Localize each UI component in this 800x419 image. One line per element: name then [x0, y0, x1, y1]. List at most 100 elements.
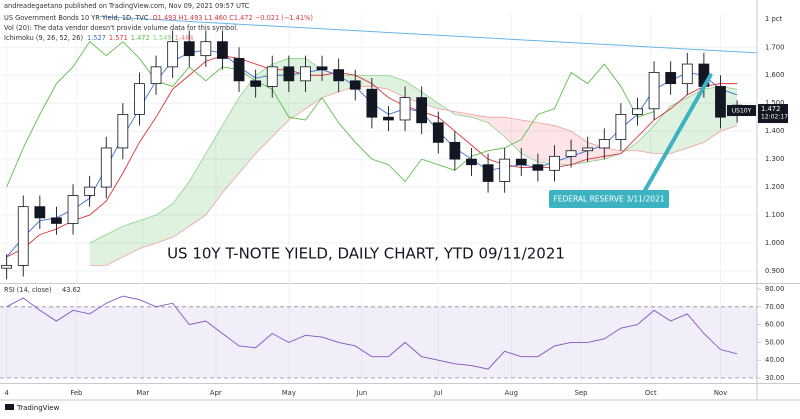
- cloud-segment: [371, 75, 389, 90]
- candle-body: [482, 164, 494, 182]
- x-tick-label: May: [282, 389, 296, 397]
- price-tag: [758, 104, 788, 124]
- candle-body: [117, 113, 129, 149]
- x-tick-label: Mar: [136, 389, 149, 397]
- cloud-segment: [670, 97, 688, 154]
- candle-body: [648, 72, 660, 110]
- cloud-segment: [89, 234, 107, 266]
- symbol-line: US Government Bonds 10 YR Yield, 1D, TVC…: [4, 14, 313, 22]
- cloud-segment: [687, 89, 704, 148]
- cloud-segment: [139, 215, 157, 249]
- candle-body: [383, 116, 394, 121]
- candle-body: [100, 147, 112, 188]
- cloud-segment: [156, 203, 173, 244]
- cloud-segment: [537, 122, 555, 165]
- cloud-segment: [637, 125, 655, 154]
- symbol: US Government Bonds 10 YR Yield, 1D, TVC: [4, 14, 149, 22]
- x-tick-label: Feb: [70, 389, 82, 397]
- candle-body: [366, 88, 378, 118]
- candle-body: [715, 86, 726, 118]
- rsi-pane: 80.00 70.00 60.00 50.00 40.00 30.00 RSI (14, c…: [0, 285, 784, 382]
- price-tag-value: 1.472: [761, 105, 780, 113]
- volume-note: Vol (20): The data vendor doesn't provid…: [4, 24, 238, 32]
- y-tick-label: 1.500: [765, 99, 784, 107]
- candle-body: [183, 41, 195, 57]
- symbol-tag: [727, 105, 756, 117]
- footer: TradingView: [5, 404, 60, 412]
- candle-body: [416, 97, 428, 124]
- ichimoku-value: 1.472: [131, 34, 150, 42]
- cloud-segment: [388, 75, 406, 98]
- symbol-tag-text: US10Y: [732, 108, 752, 115]
- y-tick-label: 0.900: [765, 267, 784, 275]
- cloud-segment: [488, 117, 505, 137]
- indicator-line: [89, 58, 738, 244]
- annotation-arrow: [642, 73, 713, 194]
- y-tick-label: 80.00: [765, 285, 784, 293]
- candle-body: [432, 122, 444, 143]
- candle-body: [67, 195, 79, 224]
- y-tick-label: 1.600: [765, 71, 784, 79]
- candle-body: [217, 41, 228, 59]
- x-tick-label: Aug: [505, 389, 518, 397]
- candle-body: [233, 58, 245, 82]
- candle-body: [466, 158, 477, 166]
- y-tick-label: 1.200: [765, 183, 784, 191]
- candle-body: [499, 158, 511, 182]
- y-unit: 1 pct: [765, 15, 783, 23]
- price-pane: 0.900 1.000 1.100 1.200 1.300 1.400 1.500 1.600…: [0, 0, 800, 401]
- cloud-segment: [654, 105, 671, 154]
- ichimoku-line: Ichimoku (9, 26, 52, 26) 1.527 1.571 1.472 1…: [4, 34, 193, 42]
- candle-body: [200, 41, 212, 57]
- rsi-title: RSI (14, close): [4, 286, 52, 294]
- cloud-segment: [521, 119, 538, 162]
- y-tick-label: 1.000: [765, 239, 784, 247]
- indicator-line: [6, 41, 655, 188]
- rsi-band: [0, 306, 757, 379]
- candle-body: [250, 80, 262, 87]
- candle-body: [399, 97, 411, 121]
- y-tick-label: 1.300: [765, 155, 784, 163]
- y-tick-label: 40.00: [765, 356, 784, 364]
- brand: TradingView: [16, 404, 60, 412]
- candle-body: [266, 66, 278, 87]
- x-tick-label: Sep: [575, 389, 588, 397]
- candle-body: [565, 150, 577, 157]
- candle-body: [681, 63, 693, 85]
- cloud-segment: [172, 181, 190, 238]
- ohlc: O1.493 H1.493 L1.460 C1.472 −0.021 (−1.4…: [152, 14, 312, 22]
- candle-body: [582, 147, 594, 152]
- cloud-segment: [471, 114, 489, 123]
- candle-body: [349, 80, 361, 90]
- ichimoku-value: 1.484: [175, 34, 194, 42]
- candle-body: [1, 264, 13, 269]
- rsi-last-value: 43.62: [62, 286, 81, 294]
- cloud-segment: [205, 125, 223, 216]
- x-tick-label: 4: [4, 389, 8, 397]
- legend-header: andreadegaetano published on TradingView…: [4, 2, 313, 42]
- ichimoku-label: Ichimoku (9, 26, 52, 26): [4, 34, 83, 42]
- x-tick-label: Oct: [645, 389, 657, 397]
- indicator-line: [89, 86, 738, 266]
- cloud-segment: [106, 226, 123, 266]
- y-tick-label: 50.00: [765, 338, 784, 346]
- cloud-segment: [189, 153, 206, 227]
- annotation-text: FEDERAL RESERVE 3/11/2021: [553, 195, 664, 204]
- x-tick-label: Jul: [433, 389, 442, 397]
- candle-body: [51, 217, 62, 224]
- candle-body: [665, 72, 677, 85]
- y-tick-label: 70.00: [765, 303, 784, 311]
- candle-body: [615, 113, 627, 140]
- chart-title: US 10Y T-NOTE YIELD, DAILY CHART, YTD 09…: [167, 245, 565, 263]
- candle-body: [17, 206, 29, 266]
- candle-body: [167, 41, 179, 68]
- y-tick-label: 1.400: [765, 127, 784, 135]
- candle-body: [632, 108, 643, 115]
- cloud-segment: [239, 75, 256, 174]
- candle-body: [598, 139, 610, 149]
- cloud-segment: [604, 147, 621, 160]
- cloud-segment: [421, 92, 439, 109]
- publisher: andreadegaetano published on TradingView…: [4, 2, 250, 10]
- candle-body: [532, 164, 544, 171]
- annotation-box: [549, 190, 669, 208]
